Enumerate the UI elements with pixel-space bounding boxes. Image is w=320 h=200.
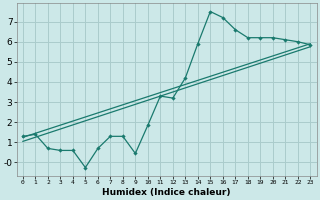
X-axis label: Humidex (Indice chaleur): Humidex (Indice chaleur) [102, 188, 231, 197]
